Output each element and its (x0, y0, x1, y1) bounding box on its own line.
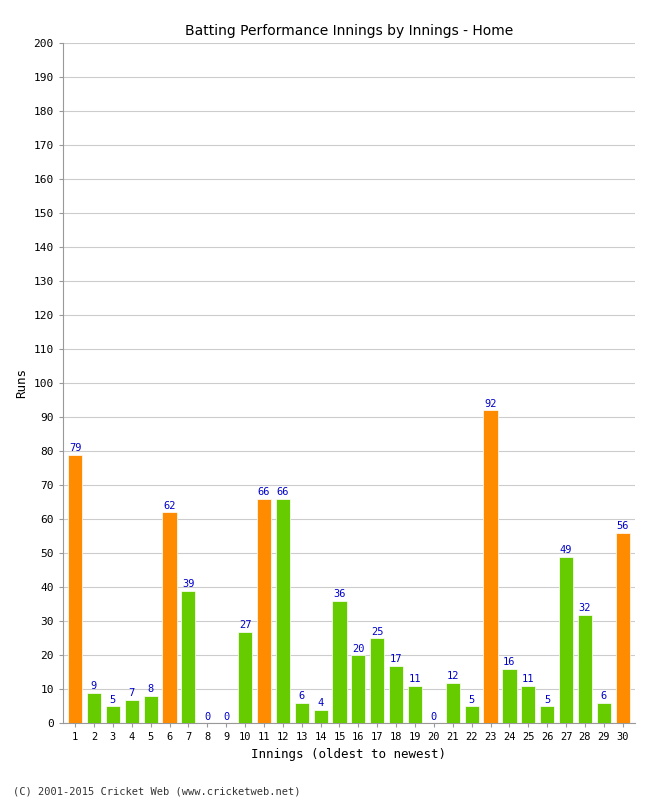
Bar (181, 590, 196, 723)
Text: 32: 32 (578, 603, 592, 613)
Bar (559, 557, 573, 723)
Text: 5: 5 (110, 694, 116, 705)
Text: 49: 49 (560, 545, 573, 555)
Bar (294, 703, 309, 723)
Text: 16: 16 (503, 658, 515, 667)
Bar (521, 686, 536, 723)
Bar (465, 706, 479, 723)
Text: 25: 25 (371, 626, 384, 637)
Text: 27: 27 (239, 620, 252, 630)
Bar (144, 696, 158, 723)
Bar (502, 669, 517, 723)
Text: 6: 6 (298, 691, 305, 702)
Title: Batting Performance Innings by Innings - Home: Batting Performance Innings by Innings -… (185, 24, 513, 38)
Text: 5: 5 (544, 694, 551, 705)
Text: 0: 0 (223, 712, 229, 722)
Text: 7: 7 (129, 688, 135, 698)
Bar (87, 693, 101, 723)
Bar (446, 682, 460, 723)
Text: 36: 36 (333, 590, 346, 599)
X-axis label: Innings (oldest to newest): Innings (oldest to newest) (252, 748, 447, 761)
Bar (276, 499, 290, 723)
Text: 39: 39 (182, 579, 194, 589)
Bar (484, 410, 498, 723)
Text: 20: 20 (352, 644, 365, 654)
Bar (162, 513, 177, 723)
Text: 12: 12 (447, 671, 459, 681)
Bar (370, 638, 384, 723)
Text: 66: 66 (276, 487, 289, 497)
Text: 17: 17 (390, 654, 402, 664)
Bar (597, 703, 611, 723)
Bar (578, 614, 592, 723)
Bar (313, 710, 328, 723)
Text: 0: 0 (431, 712, 437, 722)
Bar (540, 706, 554, 723)
Bar (125, 700, 139, 723)
Bar (616, 533, 630, 723)
Text: 0: 0 (204, 712, 211, 722)
Text: 8: 8 (148, 685, 154, 694)
Bar (68, 454, 82, 723)
Bar (389, 666, 403, 723)
Text: 9: 9 (91, 681, 97, 691)
Text: 66: 66 (257, 487, 270, 497)
Bar (351, 655, 365, 723)
Bar (106, 706, 120, 723)
Text: 4: 4 (317, 698, 324, 708)
Text: 92: 92 (484, 398, 497, 409)
Text: 11: 11 (522, 674, 534, 684)
Text: 62: 62 (163, 501, 176, 510)
Bar (238, 631, 252, 723)
Text: 56: 56 (616, 521, 629, 531)
Text: 5: 5 (469, 694, 474, 705)
Text: 79: 79 (69, 443, 81, 453)
Y-axis label: Runs: Runs (15, 368, 28, 398)
Bar (408, 686, 422, 723)
Bar (332, 601, 346, 723)
Text: 11: 11 (409, 674, 421, 684)
Bar (257, 499, 271, 723)
Text: (C) 2001-2015 Cricket Web (www.cricketweb.net): (C) 2001-2015 Cricket Web (www.cricketwe… (13, 786, 300, 796)
Text: 6: 6 (601, 691, 607, 702)
